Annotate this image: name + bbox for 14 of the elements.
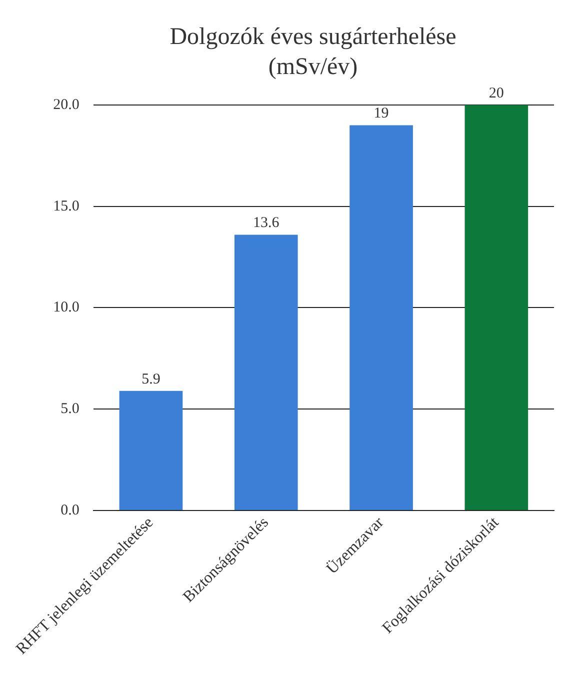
data-label: 20 bbox=[488, 85, 504, 102]
data-label: 19 bbox=[374, 106, 389, 122]
bar bbox=[464, 105, 528, 510]
y-tick-label: 15.0 bbox=[53, 198, 80, 214]
data-label: 5.9 bbox=[142, 371, 160, 388]
y-tick-label: 10.0 bbox=[53, 300, 80, 316]
y-tick-label: 5.0 bbox=[60, 401, 80, 418]
y-tick-label: 0.0 bbox=[60, 502, 80, 518]
bar bbox=[350, 125, 413, 510]
bar bbox=[234, 234, 298, 510]
chart-title: Dolgozók éves sugárterhelése (mSv/év) bbox=[168, 23, 458, 82]
data-label: 13.6 bbox=[253, 215, 280, 232]
bar bbox=[119, 390, 183, 510]
y-tick-label: 20.0 bbox=[53, 96, 80, 113]
